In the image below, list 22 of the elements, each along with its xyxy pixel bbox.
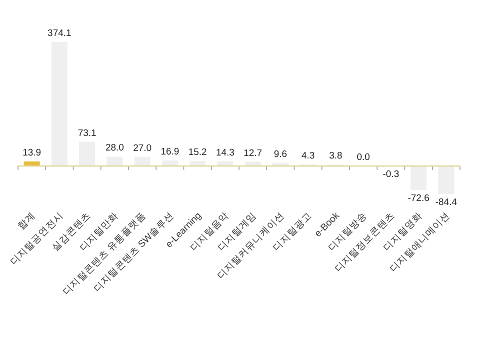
bar xyxy=(106,156,123,166)
data-label: 9.6 xyxy=(274,148,288,160)
data-label: 27.0 xyxy=(133,143,152,154)
data-label: 374.1 xyxy=(48,28,72,39)
data-label: 28.0 xyxy=(105,142,124,154)
data-label: -72.6 xyxy=(408,193,430,204)
bar xyxy=(51,42,68,166)
data-label: 16.9 xyxy=(160,146,180,158)
data-label: 73.1 xyxy=(78,128,96,139)
data-label: -0.3 xyxy=(382,169,400,180)
data-label: 12.7 xyxy=(244,148,262,159)
bar xyxy=(438,166,454,194)
bar xyxy=(410,166,427,190)
data-label: -84.4 xyxy=(435,196,458,208)
data-label: 4.3 xyxy=(301,150,315,162)
data-label: 13.9 xyxy=(22,147,42,158)
data-label: 14.3 xyxy=(216,147,234,158)
data-label: 0.0 xyxy=(356,152,370,163)
data-label: 3.8 xyxy=(329,150,342,162)
bar xyxy=(134,157,150,166)
bar xyxy=(79,142,96,166)
data-label: 15.2 xyxy=(188,146,207,158)
